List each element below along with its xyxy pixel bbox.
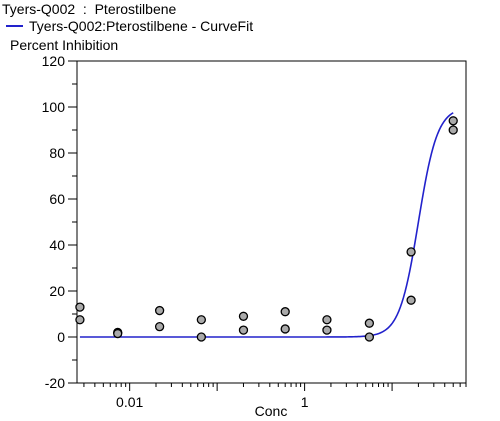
data-point — [364, 332, 375, 342]
x-axis-title: Conc — [255, 403, 288, 419]
data-point — [364, 318, 375, 328]
curve-fit-line — [79, 112, 454, 338]
data-point — [322, 315, 332, 325]
x-tick-label: 1 — [301, 394, 309, 410]
data-point — [75, 315, 85, 325]
legend: Tyers-Q002:Pterostilbene - CurveFit — [6, 18, 253, 34]
data-point — [322, 325, 332, 335]
data-point — [154, 321, 165, 332]
data-point — [238, 311, 249, 321]
y-tick-label: 20 — [49, 283, 65, 299]
data-point — [113, 328, 123, 339]
plot-area-frame — [76, 60, 467, 384]
y-tick-label: 80 — [49, 145, 65, 161]
y-tick-label: 60 — [49, 191, 65, 207]
data-point — [280, 307, 290, 317]
data-point — [154, 305, 165, 316]
data-point — [196, 332, 206, 342]
data-point — [75, 302, 85, 312]
data-point — [406, 295, 416, 305]
legend-label: Tyers-Q002:Pterostilbene - CurveFit — [29, 18, 254, 34]
data-point — [406, 247, 416, 257]
y-tick-label: -20 — [45, 375, 65, 391]
y-tick-label: 100 — [42, 99, 66, 115]
chart-title: Tyers-Q002 : Pterostilbene — [2, 1, 177, 17]
legend-line-swatch — [6, 25, 23, 27]
y-axis: -20 0 20 40 60 80 100 120 — [42, 53, 77, 391]
data-point — [448, 125, 458, 135]
y-tick-label: 40 — [49, 237, 65, 253]
x-tick-label: 0.01 — [116, 394, 143, 410]
data-points — [75, 116, 458, 342]
x-axis: 0.01 1 — [83, 383, 467, 410]
y-tick-label: 0 — [57, 329, 65, 345]
data-point — [280, 324, 290, 334]
y-axis-title: Percent Inhibition — [10, 37, 119, 53]
data-point — [196, 315, 206, 325]
y-tick-label: 120 — [42, 53, 66, 69]
data-point — [238, 325, 249, 335]
data-point — [448, 116, 458, 126]
